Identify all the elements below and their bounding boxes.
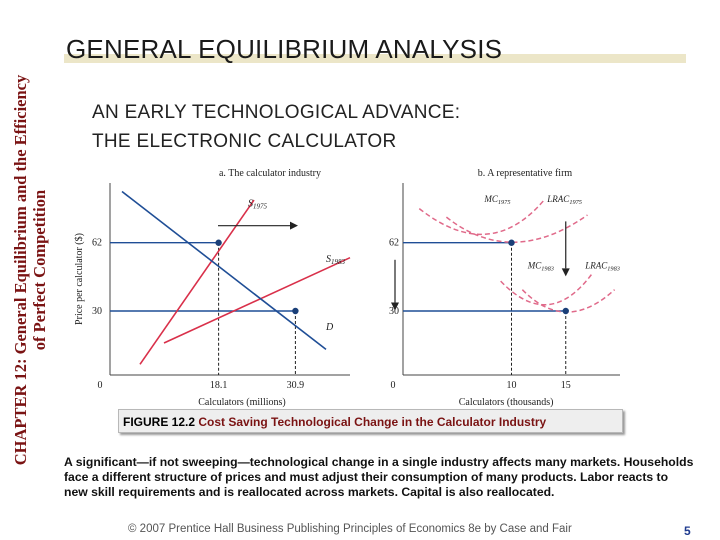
subtitle-line1: AN EARLY TECHNOLOGICAL ADVANCE: [92,102,461,123]
panel-a-demand-curve [121,190,327,351]
figure-caption: FIGURE 12.2 Cost Saving Technological Ch… [118,409,623,433]
panel-a-calculator-industry: a. The calculator industry Price per calc… [74,168,351,408]
panel-b-mc1975-label: MC1975 [483,194,510,206]
panel-b-equilibrium-point [508,239,515,246]
panel-a-s1983-label: S1983 [326,254,346,266]
panel-b-y-tick-label: 62 [389,238,399,249]
panel-b-down-arrow-head [391,302,399,311]
panel-b-mc1983-label: MC1983 [527,260,554,272]
slide-subtitle: AN EARLY TECHNOLOGICAL ADVANCE: THE ELEC… [92,98,460,156]
panel-a-title: a. The calculator industry [219,168,321,179]
panel-a-x-label: Calculators (millions) [198,397,286,408]
chapter-title-text: CHAPTER 12: General Equilibrium and the … [11,5,49,535]
panel-a-x-tick-label: 18.1 [210,380,228,391]
panel-a-d-label: D [325,322,334,333]
panel-a-s1975-label: S1975 [248,198,268,210]
panel-b-down-arrow-head [561,268,570,277]
page-number: 5 [684,524,691,538]
panel-a-shift-arrow-head [290,221,298,230]
panel-a-y-tick-label: 30 [92,306,102,317]
panel-b-lrac1983-label: LRAC1983 [584,260,620,272]
panel-b-lrac1975-label: LRAC1975 [546,194,582,206]
panel-a-y-tick-label: 62 [92,238,102,249]
panel-b-mc1983-curve [500,272,594,306]
figure-description: A significant—if not sweeping—technologi… [64,455,694,499]
copyright-footer: © 2007 Prentice Hall Business Publishing… [128,523,572,535]
panel-b-x-tick-label: 15 [561,380,571,391]
slide-title: GENERAL EQUILIBRIUM ANALYSIS [66,34,503,64]
figure-charts: a. The calculator industry Price per calc… [74,168,620,408]
panel-a-equilibrium-point [292,307,299,315]
panel-a-y-label: Price per calculator ($) [74,233,85,325]
panel-a-supply-1983-curve [163,256,351,344]
panel-b-representative-firm: b. A representative firm Calculators (tho… [389,168,620,408]
panel-a-supply-1975-curve [139,199,255,365]
panel-a-x-tick-label: 30.9 [287,380,305,391]
figure-caption-text: Cost Saving Technological Change in the … [198,415,547,429]
panel-b-equilibrium-point [562,307,569,315]
panel-b-title: b. A representative firm [478,168,573,179]
panel-b-y-tick-label: 30 [389,306,399,317]
panel-b-x-tick-label: 10 [507,380,517,391]
subtitle-line2: THE ELECTRONIC CALCULATOR [92,131,397,152]
panel-b-x-tick-label: 0 [391,380,396,391]
panel-b-lrac1983-curve [521,289,616,313]
chapter-title-line2: of Perfect Competition [30,189,49,351]
title-underline-bar [64,54,686,63]
panel-a-equilibrium-point [215,239,222,246]
chapter-side-title: CHAPTER 12: General Equilibrium and the … [0,0,60,540]
chapter-title-line1: CHAPTER 12: General Equilibrium and the … [11,74,30,466]
panel-b-x-label: Calculators (thousands) [459,397,554,408]
panel-b-mc1975-curve [418,199,545,236]
panel-a-x-tick-label: 0 [98,380,103,391]
figure-number: FIGURE 12.2 [123,415,196,429]
